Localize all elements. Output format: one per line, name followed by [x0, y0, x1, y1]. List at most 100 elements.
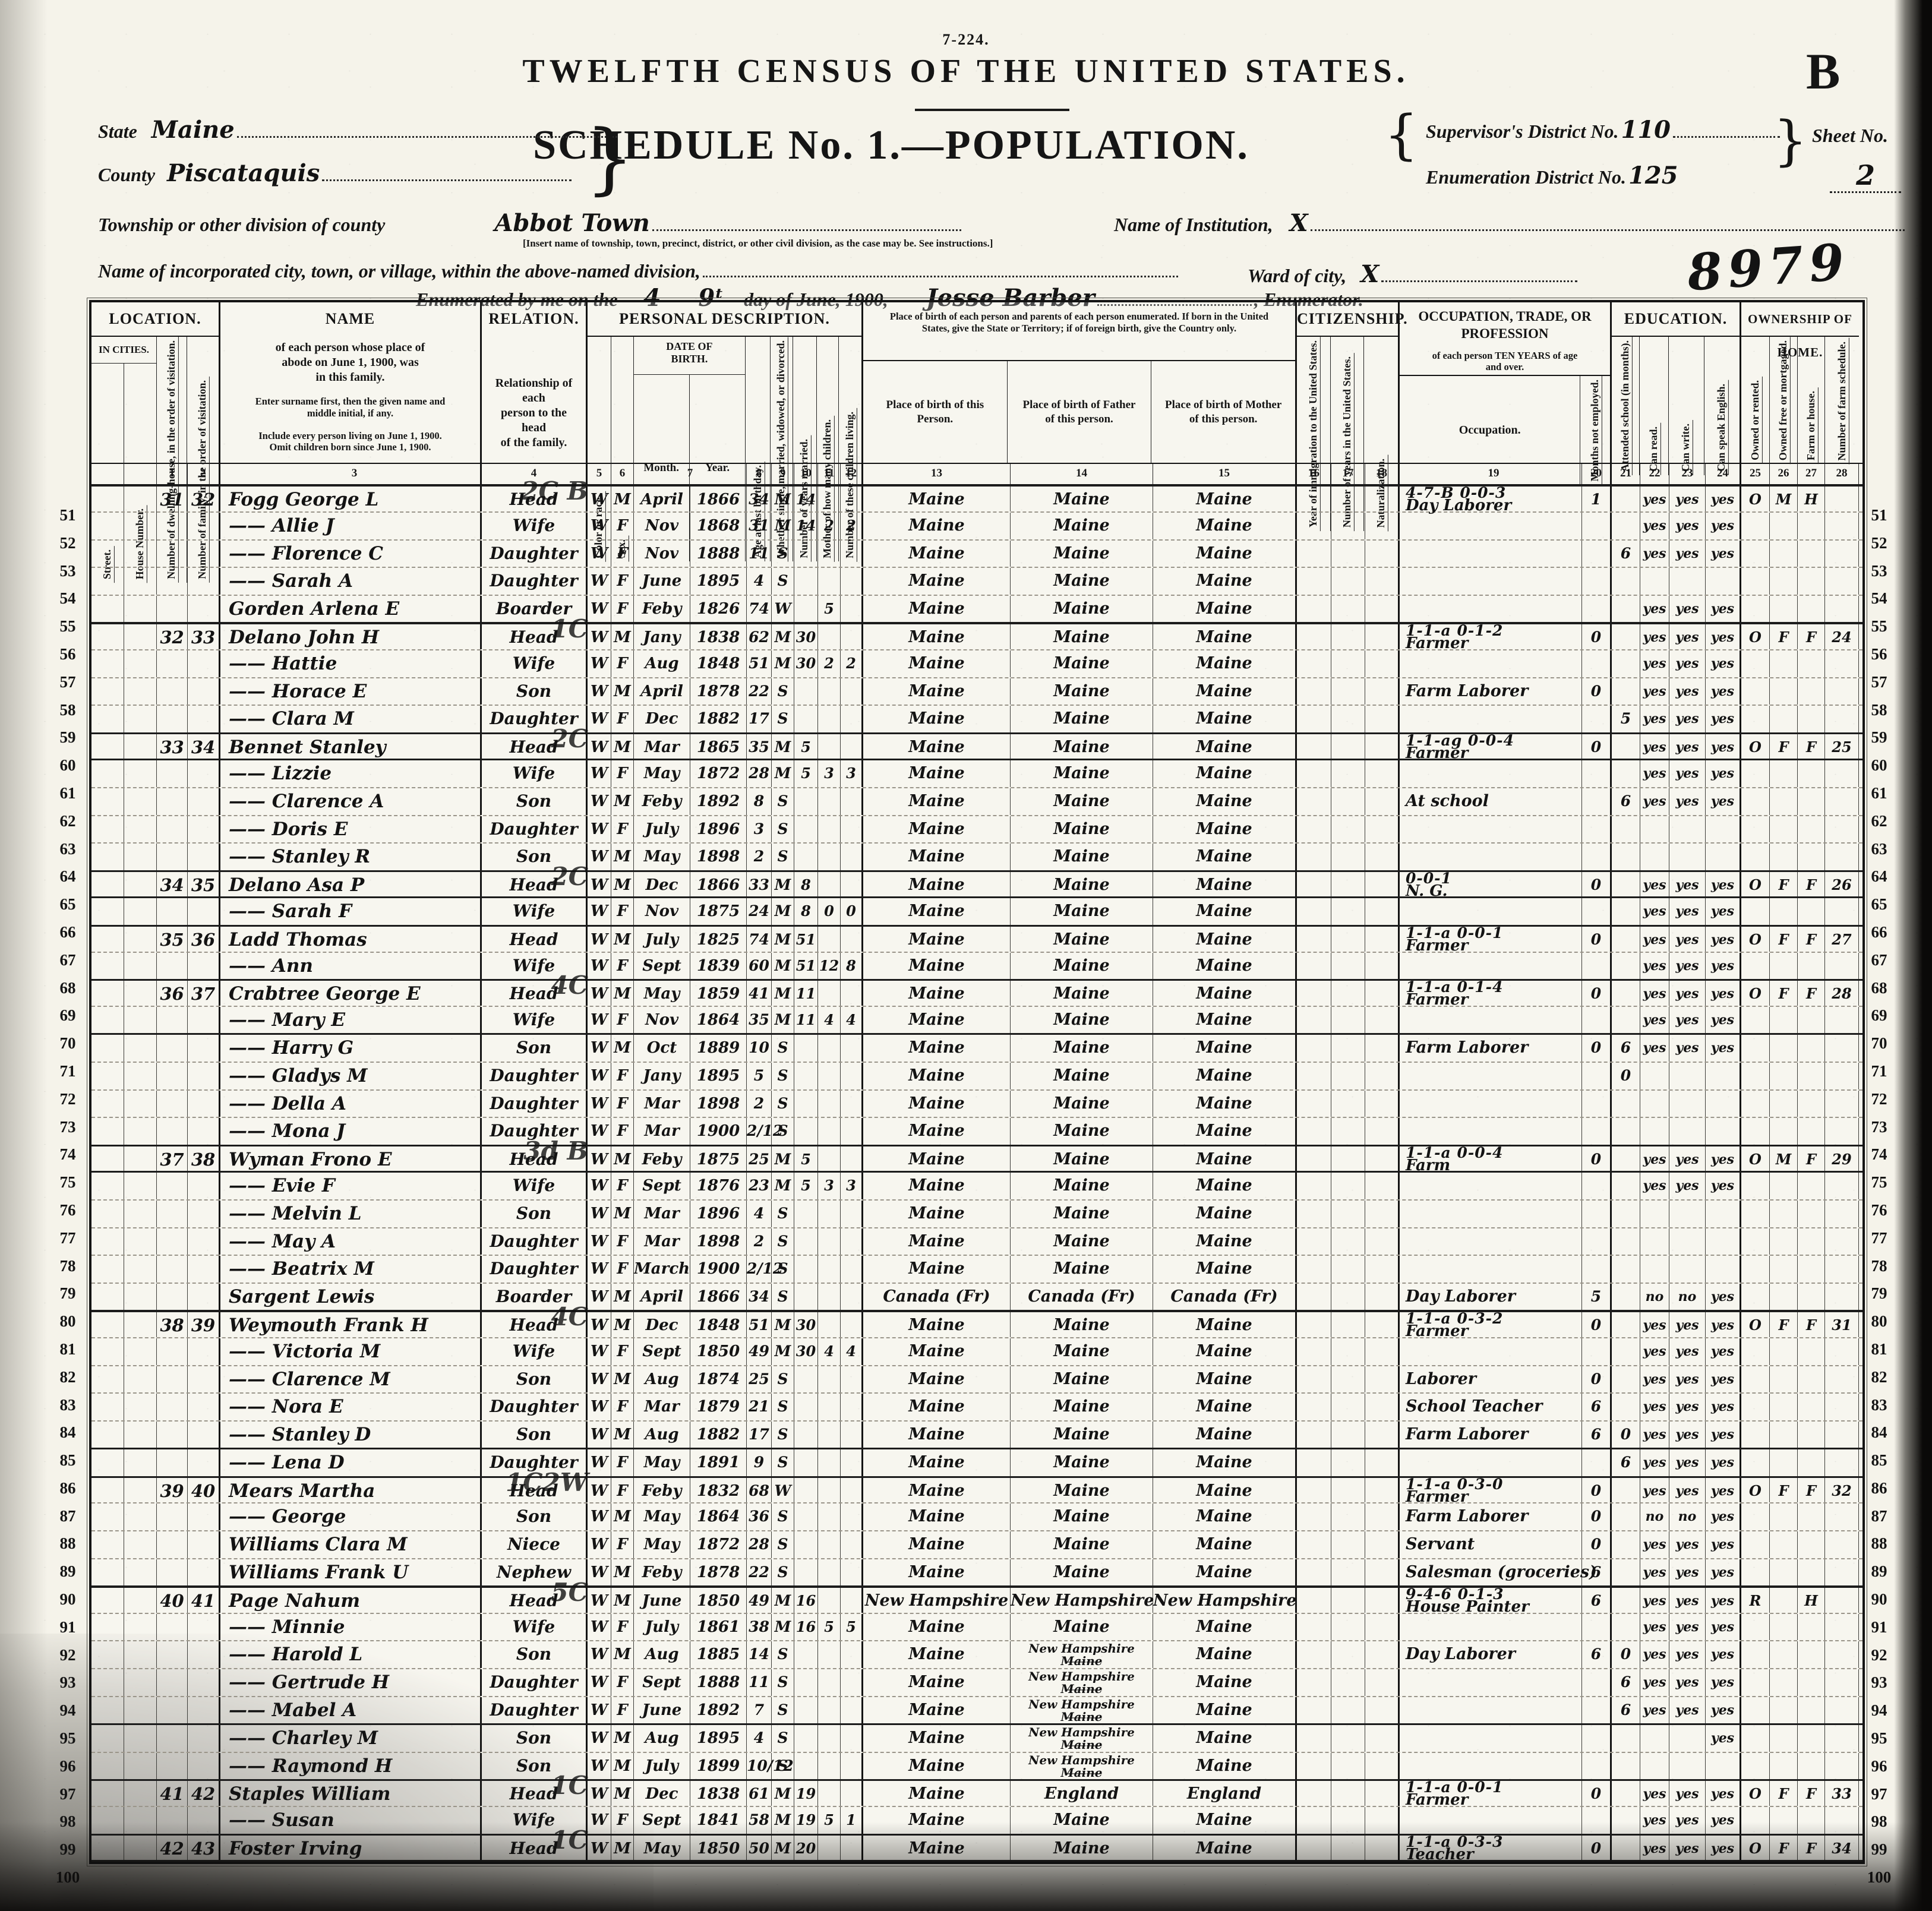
header-group-nativity: Place of birth of each person and parent…: [863, 302, 1297, 463]
cell-read: yes: [1640, 1613, 1669, 1641]
cell-fm: [1770, 1172, 1798, 1199]
cell-living: [841, 678, 863, 705]
cell-read: yes: [1640, 487, 1669, 511]
cell-by: 1861: [690, 1613, 747, 1641]
cell-fh: H: [1798, 1587, 1825, 1613]
cell-occ: 1-1-a 0-1-2 Farmer: [1400, 623, 1582, 651]
cell-living: [841, 1034, 863, 1062]
cell-occ: [1400, 1228, 1582, 1255]
cell-mother: [818, 1228, 841, 1255]
cell-name: —— Melvin L: [220, 1200, 482, 1227]
cell-mother: 2: [818, 512, 841, 539]
cell-fm: F: [1770, 1312, 1798, 1337]
cell-mar: S: [772, 1062, 794, 1089]
cell-dw: 37: [157, 1146, 188, 1171]
cell-imm: [1297, 1146, 1331, 1171]
enumeration-district-line: Enumeration District No. 125: [1426, 162, 1842, 189]
cell-imm: [1297, 734, 1331, 759]
cell-name: —— Mary E: [220, 1007, 482, 1033]
cell-age: 61: [747, 1781, 772, 1806]
cell-yrsus: [1331, 872, 1365, 896]
cell-bm: Mar: [634, 1228, 690, 1255]
cell-imm: [1297, 844, 1331, 871]
cell-yrs: [794, 706, 818, 733]
column-number: 1: [157, 464, 188, 484]
cell-color: W: [588, 1312, 611, 1337]
cell-color: W: [588, 624, 611, 649]
cell-pob: Maine: [863, 1752, 1011, 1780]
cell-color: W: [588, 1724, 611, 1752]
cell-fm: [1770, 1007, 1798, 1033]
cell-bm: Dec: [634, 872, 690, 896]
cell-own: [1741, 1284, 1770, 1310]
cell-name: Weymouth Frank H: [220, 1312, 482, 1337]
cell-pobf: Canada (Fr): [1011, 1284, 1153, 1310]
cell-nat: [1365, 568, 1400, 595]
cell-bm: June: [634, 1697, 690, 1723]
scan-right-band: [1894, 0, 1932, 1911]
cell-months: [1582, 844, 1612, 871]
cell-imm: [1297, 1228, 1331, 1255]
cell-occ: Laborer: [1400, 1366, 1582, 1393]
cell-school: [1612, 650, 1640, 677]
cell-write: no: [1669, 1503, 1706, 1531]
cell-age: 25: [747, 1366, 772, 1393]
cell-living: 3: [841, 1172, 863, 1199]
cell-color: W: [588, 872, 611, 896]
cell-street: [91, 1559, 124, 1585]
cell-dw: 32: [157, 624, 188, 649]
line-number: 68: [59, 978, 76, 997]
cell-color: W: [588, 1172, 611, 1199]
cell-street: [91, 1531, 124, 1559]
cell-bm: Feby: [634, 1477, 690, 1503]
cell-street: [91, 1477, 124, 1503]
cell-english: yes: [1706, 1394, 1741, 1421]
cell-mar: S: [772, 1724, 794, 1752]
cell-mother: [818, 1781, 841, 1806]
cell-fm: M: [1770, 1146, 1798, 1171]
cell-write: yes: [1669, 596, 1706, 622]
cell-english: yes: [1706, 1477, 1741, 1503]
line-number: 76: [1871, 1201, 1887, 1219]
cell-fam: [188, 1669, 220, 1697]
cell-months: [1582, 952, 1612, 980]
cell-street: [91, 1338, 124, 1365]
cell-write: yes: [1669, 760, 1706, 787]
cell-street: [91, 512, 124, 539]
cell-imm: [1297, 1503, 1331, 1531]
cell-rel: Wife: [482, 1613, 588, 1641]
cell-fh: [1798, 1034, 1825, 1062]
cell-age: 68: [747, 1477, 772, 1503]
line-number: 80: [1871, 1312, 1887, 1331]
cell-by: 1866: [690, 1284, 747, 1310]
cell-fm: F: [1770, 734, 1798, 759]
cell-fh: [1798, 1172, 1825, 1199]
line-number: 73: [59, 1117, 76, 1136]
cell-pob: Maine: [863, 1062, 1011, 1089]
cell-age: 35: [747, 1007, 772, 1033]
cell-pobm: Maine: [1153, 706, 1297, 733]
cell-color: W: [588, 952, 611, 980]
cell-pobm: England: [1153, 1781, 1297, 1806]
cell-yrsus: [1331, 1503, 1365, 1531]
cell-yrs: [794, 540, 818, 567]
cell-fh: [1798, 512, 1825, 539]
cell-occ: [1400, 540, 1582, 567]
cell-read: yes: [1640, 952, 1669, 980]
cell-imm: [1297, 1312, 1331, 1337]
cell-color: W: [588, 898, 611, 925]
cell-living: [841, 1062, 863, 1089]
line-number: 65: [59, 895, 76, 914]
cell-own: [1741, 1613, 1770, 1641]
cell-fh: F: [1798, 1477, 1825, 1503]
cell-occ: 1-1-a 0-3-2 Farmer: [1400, 1311, 1582, 1339]
cell-age: 34: [747, 1284, 772, 1310]
cell-mother: [818, 1477, 841, 1503]
cell-yrsus: [1331, 1697, 1365, 1723]
cell-sex: M: [611, 1200, 634, 1227]
cell-living: [841, 1090, 863, 1117]
cell-fh: [1798, 1118, 1825, 1145]
cell-fh: [1798, 1090, 1825, 1117]
cell-mother: [818, 872, 841, 896]
enumerator-mark: 1C: [551, 614, 588, 643]
